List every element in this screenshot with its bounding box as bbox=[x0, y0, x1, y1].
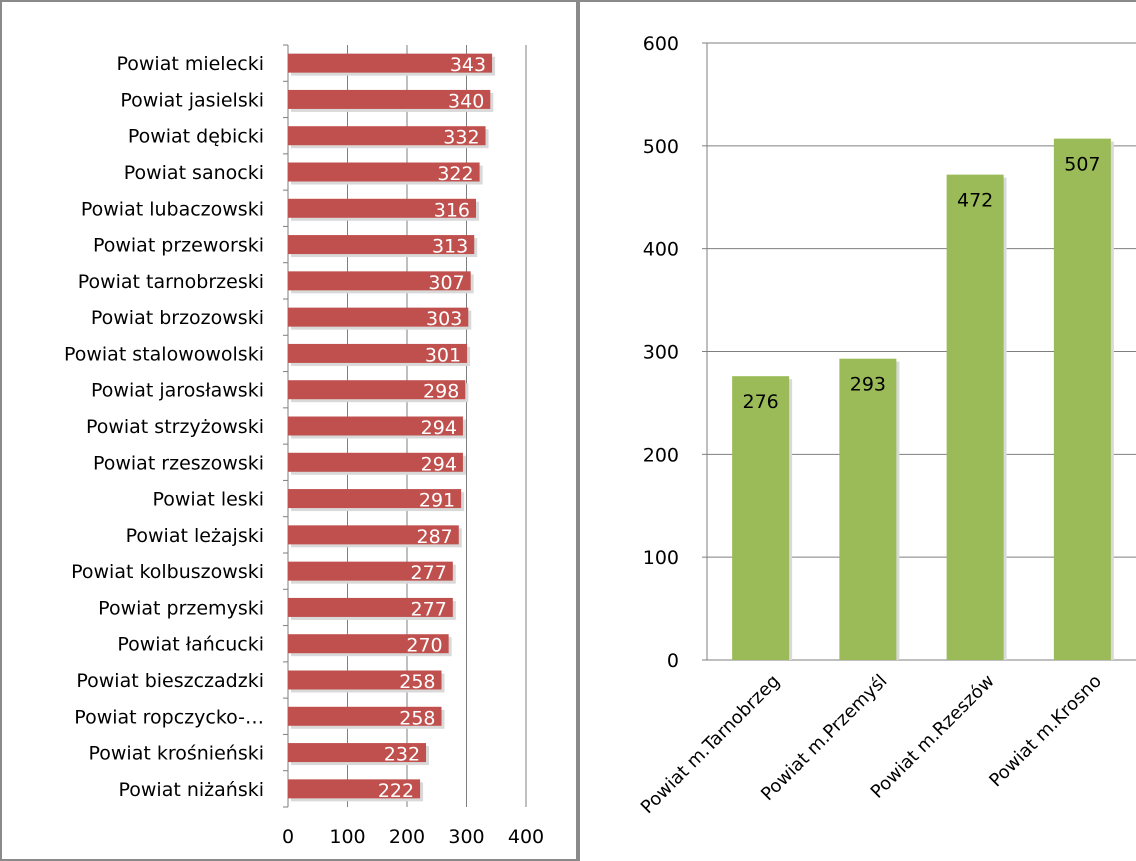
bar bbox=[732, 376, 790, 660]
left-chart-panel: Powiat mielecki 343 Powiat jasielski 340 Pow… bbox=[0, 0, 578, 861]
bar bbox=[946, 174, 1004, 661]
bar bbox=[288, 416, 463, 436]
x-tick-label: 300 bbox=[448, 826, 484, 848]
data-label: 343 bbox=[450, 54, 486, 76]
data-label: 222 bbox=[378, 780, 414, 802]
bar bbox=[288, 198, 477, 218]
x-tick-label: 0 bbox=[282, 826, 294, 848]
x-tick-label: 400 bbox=[508, 826, 544, 848]
bar bbox=[288, 271, 471, 291]
category-label: Powiat kolbuszowski bbox=[71, 561, 264, 583]
bar bbox=[288, 561, 453, 581]
data-label: 301 bbox=[425, 344, 461, 366]
bar bbox=[288, 126, 486, 146]
data-label: 291 bbox=[419, 490, 455, 512]
bar bbox=[288, 489, 462, 509]
bar bbox=[288, 670, 442, 690]
bar bbox=[839, 358, 897, 660]
bar bbox=[1053, 138, 1111, 660]
y-tick-label: 400 bbox=[643, 239, 679, 261]
category-label: Powiat dębicki bbox=[128, 126, 264, 148]
category-label: Powiat brzozowski bbox=[91, 307, 264, 329]
bar bbox=[288, 162, 480, 182]
bar bbox=[288, 597, 453, 617]
data-label: 287 bbox=[416, 526, 452, 548]
bar bbox=[288, 452, 463, 472]
bar bbox=[288, 779, 421, 799]
category-label: Powiat tarnobrzeski bbox=[78, 271, 264, 293]
data-label: 232 bbox=[384, 744, 420, 766]
data-label: 294 bbox=[421, 453, 457, 475]
data-label: 307 bbox=[428, 272, 464, 294]
category-label: Powiat bieszczadzki bbox=[76, 670, 264, 692]
category-label: Powiat sanocki bbox=[124, 162, 264, 184]
data-label: 277 bbox=[411, 598, 447, 620]
data-label: 340 bbox=[448, 90, 484, 112]
bar bbox=[288, 634, 449, 654]
category-label: Powiat m.Rzeszów bbox=[867, 671, 999, 803]
bar bbox=[288, 53, 493, 73]
y-tick-label: 500 bbox=[643, 136, 679, 158]
y-tick-label: 600 bbox=[643, 33, 679, 55]
data-label: 472 bbox=[957, 190, 993, 212]
data-label: 507 bbox=[1064, 154, 1100, 176]
bar bbox=[288, 89, 491, 109]
bar bbox=[288, 235, 475, 255]
category-label: Powiat przeworski bbox=[93, 235, 264, 257]
category-label: Powiat rzeszowski bbox=[93, 452, 264, 474]
category-label: Powiat jasielski bbox=[120, 89, 264, 111]
data-label: 298 bbox=[423, 381, 459, 403]
category-label: Powiat m.Krosno bbox=[985, 671, 1106, 792]
category-label: Powiat krośnieński bbox=[88, 743, 264, 765]
bar bbox=[288, 343, 468, 363]
bar bbox=[288, 706, 442, 726]
bar bbox=[288, 380, 466, 400]
data-label: 316 bbox=[434, 199, 470, 221]
x-tick-label: 200 bbox=[389, 826, 425, 848]
y-tick-label: 200 bbox=[643, 444, 679, 466]
data-label: 258 bbox=[399, 707, 435, 729]
category-label: Powiat lubaczowski bbox=[81, 198, 264, 220]
category-label: Powiat przemyski bbox=[98, 597, 264, 619]
category-label: Powiat niżański bbox=[118, 779, 264, 801]
bar bbox=[288, 307, 469, 327]
data-label: 313 bbox=[432, 236, 468, 258]
category-label: Powiat leski bbox=[152, 489, 264, 511]
data-label: 258 bbox=[399, 671, 435, 693]
category-label: Powiat leżajski bbox=[126, 525, 264, 547]
category-label: Powiat ropczycko-… bbox=[74, 706, 264, 728]
data-label: 276 bbox=[742, 391, 778, 413]
data-label: 293 bbox=[850, 374, 886, 396]
y-tick-label: 0 bbox=[667, 650, 679, 672]
bar bbox=[288, 525, 459, 545]
data-label: 332 bbox=[443, 127, 479, 149]
data-label: 303 bbox=[426, 308, 462, 330]
right-chart-panel: 0 100 200 300 400 500 600 276 Powiat m.Tarnobrze… bbox=[578, 0, 1136, 861]
category-label: Powiat stalowowolski bbox=[64, 343, 264, 365]
category-label: Powiat jarosławski bbox=[91, 380, 264, 402]
horizontal-bar-chart: Powiat mielecki 343 Powiat jasielski 340 Pow… bbox=[64, 44, 544, 848]
data-label: 270 bbox=[406, 635, 442, 657]
category-label: Powiat łańcucki bbox=[117, 634, 264, 656]
y-tick-label: 300 bbox=[643, 342, 679, 364]
x-tick-label: 100 bbox=[329, 826, 365, 848]
bar bbox=[288, 743, 427, 763]
category-label: Powiat mielecki bbox=[116, 53, 264, 75]
data-label: 294 bbox=[421, 417, 457, 439]
data-label: 277 bbox=[411, 562, 447, 584]
category-label: Powiat strzyżowski bbox=[86, 416, 264, 438]
data-label: 322 bbox=[437, 163, 473, 185]
y-tick-label: 100 bbox=[643, 547, 679, 569]
